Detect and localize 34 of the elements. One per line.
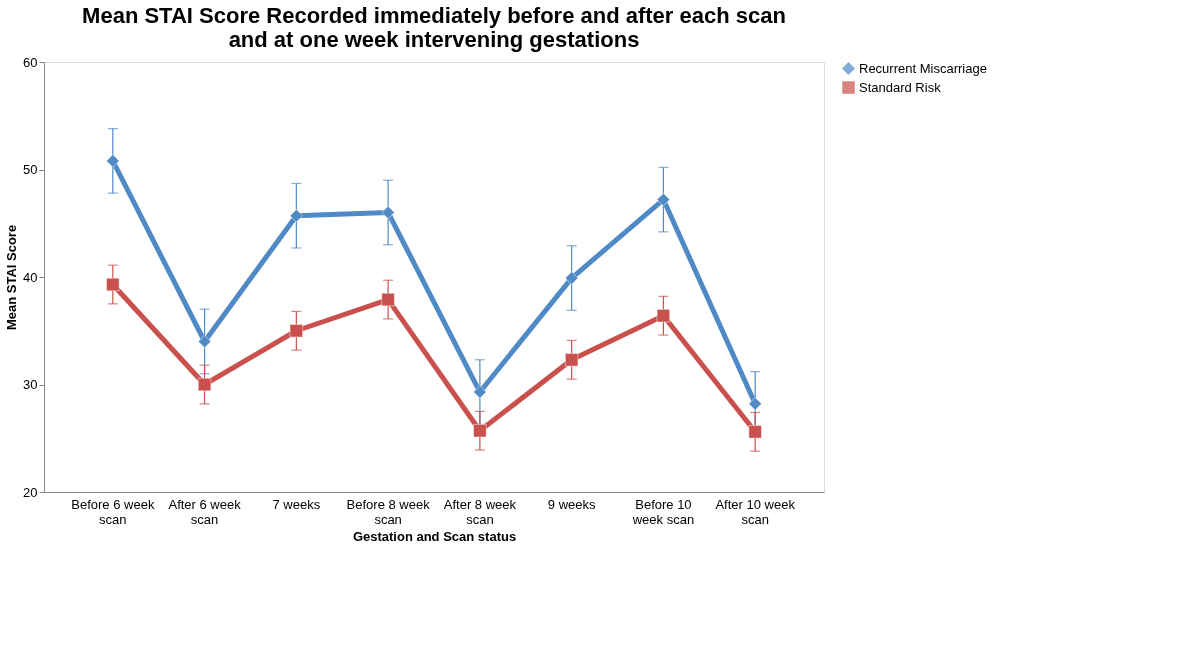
- x-tick-label: Before 10 week scan: [631, 496, 695, 527]
- point: [656, 193, 670, 207]
- point: [106, 277, 120, 292]
- point: [748, 397, 762, 411]
- point: [381, 293, 395, 307]
- x-tick-label: Before 8 week scan: [346, 496, 431, 527]
- x-tick-label: After 10 week scan: [715, 496, 796, 527]
- point: [565, 353, 579, 367]
- y-tick-label: 20: [23, 484, 38, 500]
- point: [198, 334, 212, 349]
- point: [473, 424, 487, 438]
- x-axis-title: Gestation and Scan status: [352, 528, 517, 544]
- y-tick-label: 40: [23, 269, 38, 285]
- point: [748, 425, 762, 439]
- point: [656, 309, 670, 323]
- x-tick-label: 7 weeks: [272, 496, 321, 512]
- point: [198, 377, 212, 392]
- point: [106, 154, 120, 168]
- x-tick-label: 9 weeks: [547, 496, 596, 512]
- x-tick-label: Before 6 week scan: [71, 496, 155, 527]
- legend-label: Recurrent Miscarriage: [859, 60, 987, 76]
- point: [565, 271, 579, 285]
- y-axis-title: Mean STAI Score: [4, 224, 20, 331]
- point: [381, 205, 395, 220]
- y-tick-label: 60: [23, 54, 38, 70]
- x-tick-label: After 6 week scan: [168, 496, 242, 527]
- y-tick-label: 30: [23, 377, 38, 392]
- chart-title: Mean STAI Score Recorded immediately before and after each scan and at one week intervening gestations: [82, 3, 786, 52]
- point: [289, 209, 303, 223]
- point: [473, 385, 487, 399]
- point: [289, 324, 303, 338]
- legend-label: Standard Risk: [859, 79, 942, 95]
- x-tick-label: After 8 week scan: [443, 496, 517, 527]
- y-tick-label: 50: [23, 162, 38, 177]
